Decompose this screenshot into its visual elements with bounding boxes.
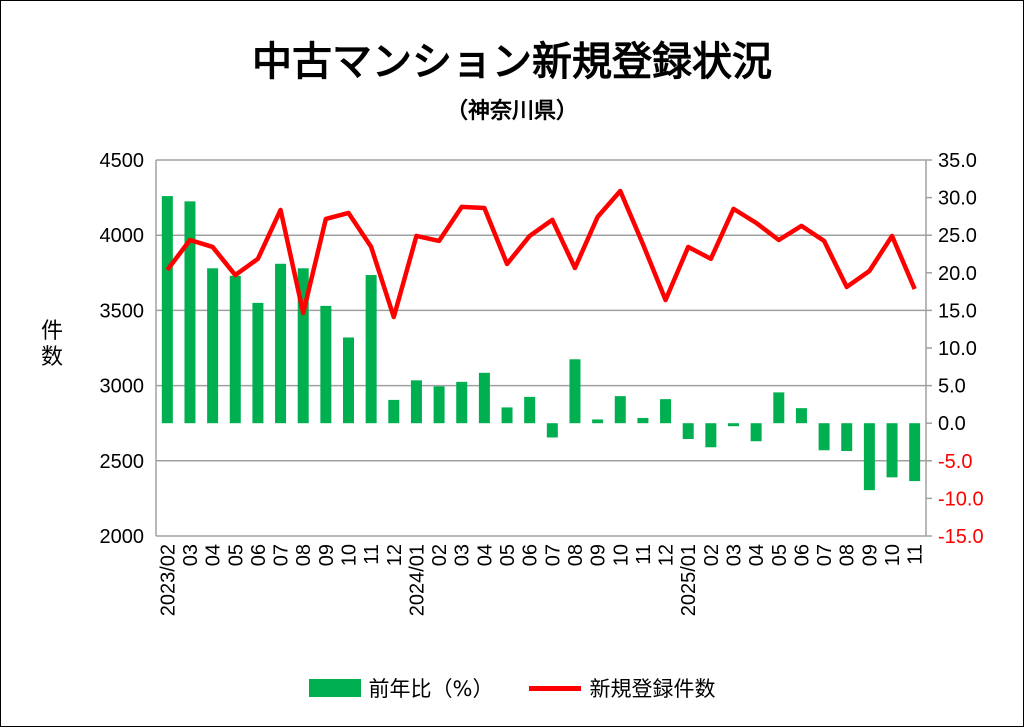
bar	[388, 399, 400, 424]
x-tick-label: 07	[271, 544, 293, 566]
bar	[909, 423, 921, 482]
x-tick-label: 11	[633, 544, 655, 565]
left-tick-label: 2000	[100, 526, 145, 548]
x-tick-label: 11	[361, 544, 383, 565]
legend-swatch-bar	[308, 679, 361, 697]
bar	[524, 396, 536, 424]
bar	[773, 392, 785, 424]
chart-title: 中古マンション新規登録状況	[252, 39, 772, 85]
right-tick-label: 25.0	[938, 225, 977, 247]
bar	[863, 423, 875, 491]
right-tick-label: 15.0	[938, 300, 977, 322]
bar	[343, 337, 354, 424]
bar	[637, 417, 649, 424]
right-tick-label: 10.0	[938, 338, 977, 360]
legend-label-line: 新規登録件数	[589, 677, 716, 701]
x-tick-label: 05	[769, 544, 791, 566]
left-tick-label: 3000	[100, 376, 145, 398]
x-tick-label: 09	[859, 544, 881, 566]
bar	[705, 423, 717, 448]
legend-item-bar: 前年比（%）	[308, 673, 494, 703]
left-tick-label: 4000	[100, 225, 145, 247]
x-tick-label: 12	[656, 544, 678, 566]
bar	[365, 275, 377, 424]
bar	[592, 419, 604, 424]
bar	[614, 396, 626, 424]
x-tick-label: 09	[588, 544, 610, 566]
x-tick-label: 03	[180, 544, 202, 566]
right-tick-label: 35.0	[938, 150, 977, 172]
bar	[320, 305, 332, 424]
right-tick-label: -5.0	[938, 451, 972, 473]
bar	[501, 407, 513, 424]
x-tick-label: 04	[474, 544, 496, 566]
right-tick-label: 5.0	[938, 376, 966, 398]
bar	[275, 263, 287, 424]
bar	[252, 302, 264, 424]
bar	[161, 196, 173, 424]
bar	[410, 380, 422, 424]
x-tick-label: 09	[316, 544, 338, 566]
x-tick-label: 02	[429, 544, 451, 566]
bar	[433, 386, 445, 424]
x-tick-label: 04	[203, 544, 225, 566]
legend-label-bar: 前年比（%）	[368, 677, 494, 701]
legend-swatch-line	[529, 685, 582, 691]
x-tick-label: 03	[452, 544, 474, 566]
bar	[456, 381, 468, 424]
x-tick-label: 05	[497, 544, 519, 566]
right-tick-label: 30.0	[938, 188, 977, 210]
y-axis-label: 件数	[40, 319, 63, 370]
x-tick-label: 11	[905, 544, 927, 565]
bar	[750, 423, 762, 442]
bar	[841, 423, 853, 452]
bar	[795, 408, 807, 424]
bar	[886, 423, 898, 478]
bar	[546, 423, 558, 438]
x-tick-label: 08	[837, 544, 859, 566]
bar	[660, 399, 672, 424]
bar	[207, 268, 219, 424]
x-tick-label: 06	[520, 544, 542, 566]
right-tick-label: 0.0	[938, 413, 966, 435]
bar	[682, 423, 694, 439]
chart-subtitle: （神奈川県）	[445, 99, 578, 124]
bar	[478, 372, 490, 424]
legend: 前年比（%） 新規登録件数	[1, 673, 1023, 703]
left-tick-label: 3500	[100, 300, 145, 322]
x-tick-label: 2025/01	[678, 544, 700, 616]
x-tick-label: 2023/02	[157, 544, 179, 616]
legend-item-line: 新規登録件数	[529, 673, 715, 703]
bar	[229, 275, 241, 424]
right-tick-label: -10.0	[938, 488, 984, 510]
right-tick-label: 20.0	[938, 263, 977, 285]
x-tick-label: 06	[791, 544, 813, 566]
x-tick-label: 08	[293, 544, 315, 566]
x-tick-label: 04	[746, 544, 768, 566]
x-tick-label: 05	[225, 544, 247, 566]
left-tick-label: 2500	[100, 451, 145, 473]
x-tick-label: 10	[339, 544, 361, 566]
x-tick-label: 08	[565, 544, 587, 566]
x-tick-label: 10	[882, 544, 904, 566]
x-tick-label: 12	[384, 544, 406, 566]
left-tick-label: 4500	[100, 150, 145, 172]
x-tick-label: 07	[814, 544, 836, 566]
x-tick-label: 03	[724, 544, 746, 566]
x-tick-label: 06	[248, 544, 270, 566]
bar	[297, 268, 309, 424]
right-tick-label: -15.0	[938, 526, 984, 548]
x-tick-label: 10	[610, 544, 632, 566]
bar	[728, 423, 739, 427]
bar	[569, 359, 581, 424]
x-tick-label: 02	[701, 544, 723, 566]
x-tick-label: 2024/01	[406, 544, 428, 616]
x-tick-label: 07	[542, 544, 564, 566]
bar	[818, 423, 830, 451]
series-line	[165, 188, 917, 320]
bar	[184, 201, 196, 424]
